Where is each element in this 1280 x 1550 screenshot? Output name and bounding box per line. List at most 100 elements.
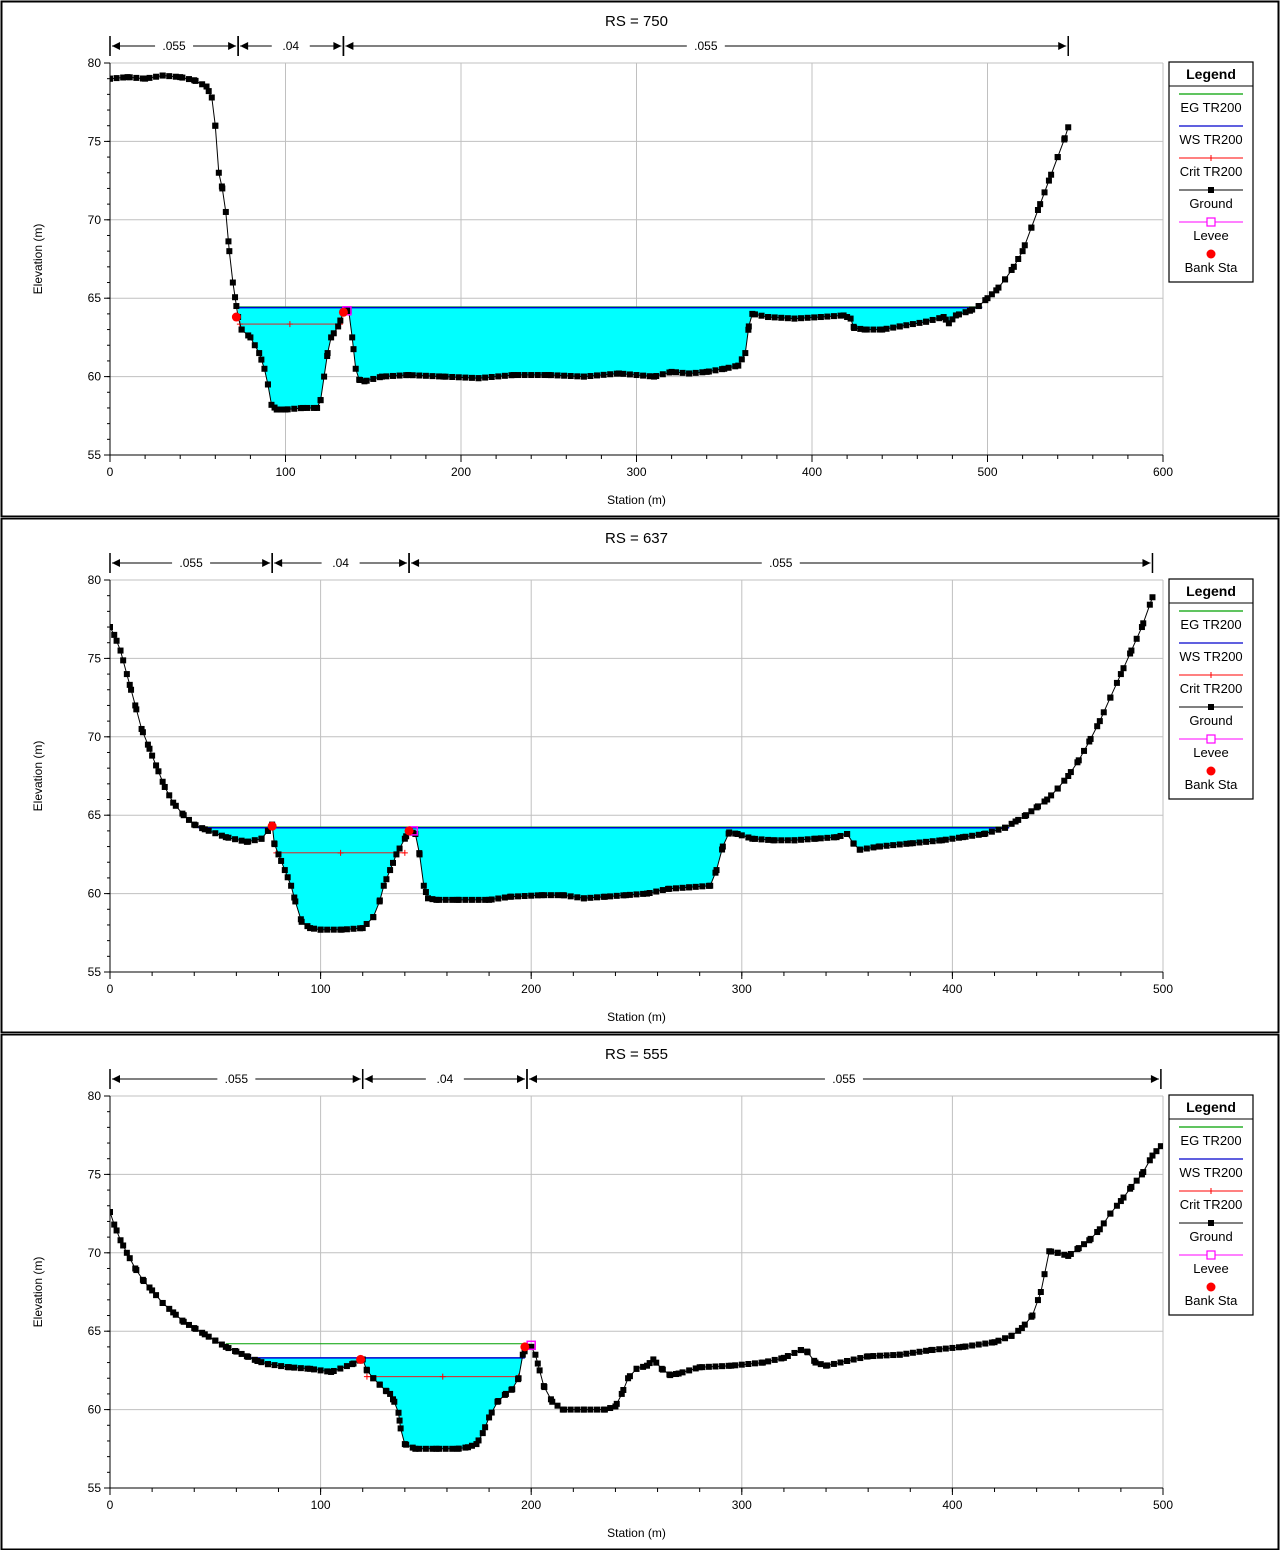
ground-point bbox=[528, 892, 535, 899]
ground-point bbox=[594, 1406, 601, 1413]
ground-point bbox=[218, 832, 225, 839]
ground-point bbox=[907, 840, 914, 847]
ground-point bbox=[440, 373, 447, 380]
ground-point bbox=[1107, 694, 1114, 701]
ground-point bbox=[784, 315, 791, 322]
ground-point bbox=[765, 1358, 772, 1365]
ground-point bbox=[784, 1353, 791, 1360]
manning-n-label: .04 bbox=[282, 39, 299, 53]
ground-point bbox=[699, 369, 706, 376]
ground-point bbox=[1046, 1248, 1053, 1255]
ground-point bbox=[675, 1370, 682, 1377]
ground-point bbox=[350, 346, 357, 353]
ground-point bbox=[268, 401, 275, 408]
bank-sta-marker bbox=[520, 1342, 530, 1352]
ground-point bbox=[1120, 665, 1127, 672]
ground-point bbox=[111, 631, 118, 638]
manning-arrowhead bbox=[516, 1075, 525, 1083]
y-tick-label: 60 bbox=[88, 1403, 102, 1417]
ground-point bbox=[349, 1361, 356, 1368]
manning-arrowhead bbox=[1058, 42, 1067, 50]
x-tick-label: 400 bbox=[942, 982, 962, 996]
x-axis-title: Station (m) bbox=[607, 1010, 666, 1024]
ground-point bbox=[759, 1359, 766, 1366]
ground-point bbox=[429, 1445, 436, 1452]
ground-point bbox=[233, 303, 240, 310]
cross-section-chart: RS = 750 .055 .04 .055 0 100 200 300 400 500 600 55… bbox=[0, 0, 1280, 517]
manning-arrowhead bbox=[112, 1075, 120, 1083]
ground-point bbox=[317, 1367, 324, 1374]
ground-point bbox=[745, 834, 752, 841]
ground-point bbox=[140, 1278, 147, 1285]
ground-point bbox=[938, 837, 945, 844]
ground-point bbox=[110, 1209, 113, 1216]
legend-entry-label: Bank Sta bbox=[1185, 260, 1239, 275]
ground-point bbox=[870, 844, 877, 851]
ground-point bbox=[877, 1352, 884, 1359]
ground-point bbox=[455, 374, 462, 381]
ground-point bbox=[949, 316, 956, 323]
ground-point bbox=[528, 372, 535, 379]
ground-point bbox=[667, 1372, 674, 1379]
ground-point bbox=[823, 1362, 830, 1369]
ground-point bbox=[401, 1441, 408, 1448]
ground-point bbox=[703, 368, 710, 375]
ground-point bbox=[713, 867, 720, 874]
ground-point bbox=[282, 406, 289, 413]
ground-point bbox=[111, 1221, 118, 1228]
ground-point bbox=[923, 318, 930, 325]
ground-point bbox=[738, 356, 745, 363]
ground-point bbox=[205, 88, 212, 95]
ground-point bbox=[110, 624, 113, 631]
ground-point bbox=[363, 920, 370, 927]
ground-point bbox=[1138, 1171, 1145, 1178]
ground-point bbox=[238, 326, 245, 333]
manning-arrowhead bbox=[345, 42, 354, 50]
legend-entry-label: Crit TR200 bbox=[1180, 1197, 1243, 1212]
ground-point bbox=[191, 77, 198, 84]
ground-point bbox=[812, 1359, 819, 1366]
ground-point bbox=[857, 325, 864, 332]
ground-point bbox=[1117, 1198, 1124, 1205]
x-axis-title: Station (m) bbox=[607, 1526, 666, 1540]
ground-point bbox=[219, 185, 226, 192]
ground-point bbox=[1133, 635, 1140, 642]
ground-point bbox=[883, 325, 890, 332]
ground-point bbox=[1086, 1237, 1093, 1244]
ground-point bbox=[292, 898, 299, 905]
x-tick-label: 0 bbox=[107, 982, 114, 996]
ground-point bbox=[208, 94, 215, 101]
legend-entry-label: Ground bbox=[1189, 713, 1232, 728]
ground-point bbox=[229, 279, 236, 286]
ground-point bbox=[396, 845, 403, 852]
ground-point bbox=[482, 374, 489, 381]
ground-point bbox=[275, 851, 282, 858]
manning-n-label: .055 bbox=[694, 39, 718, 53]
ground-point bbox=[393, 851, 400, 858]
ground-point bbox=[875, 843, 882, 850]
ground-point bbox=[1065, 1252, 1072, 1259]
ground-point bbox=[389, 859, 396, 866]
ground-point bbox=[817, 314, 824, 321]
legend-entry-label: Crit TR200 bbox=[1180, 164, 1243, 179]
legend-plus-marker bbox=[1208, 1188, 1214, 1194]
cross-section-chart: RS = 637 .055 .04 .055 0 100 200 300 400 500 55 60 6… bbox=[0, 517, 1280, 1033]
ground-point bbox=[314, 404, 321, 411]
ground-point bbox=[264, 1361, 271, 1368]
ground-point bbox=[345, 307, 352, 314]
ground-point bbox=[580, 895, 587, 902]
ground-point bbox=[442, 1445, 449, 1452]
ground-point bbox=[370, 1375, 377, 1382]
ground-point bbox=[771, 314, 778, 321]
ground-point bbox=[185, 1321, 192, 1328]
ground-point bbox=[778, 314, 785, 321]
ground-point bbox=[995, 826, 1002, 833]
ground-point bbox=[307, 1365, 314, 1372]
ground-point bbox=[817, 1361, 824, 1368]
ground-point bbox=[804, 836, 811, 843]
ground-point bbox=[633, 372, 640, 379]
x-tick-label: 500 bbox=[1153, 1498, 1173, 1512]
ground-point bbox=[612, 1403, 619, 1410]
x-tick-label: 100 bbox=[275, 465, 295, 479]
ground-point bbox=[804, 314, 811, 321]
